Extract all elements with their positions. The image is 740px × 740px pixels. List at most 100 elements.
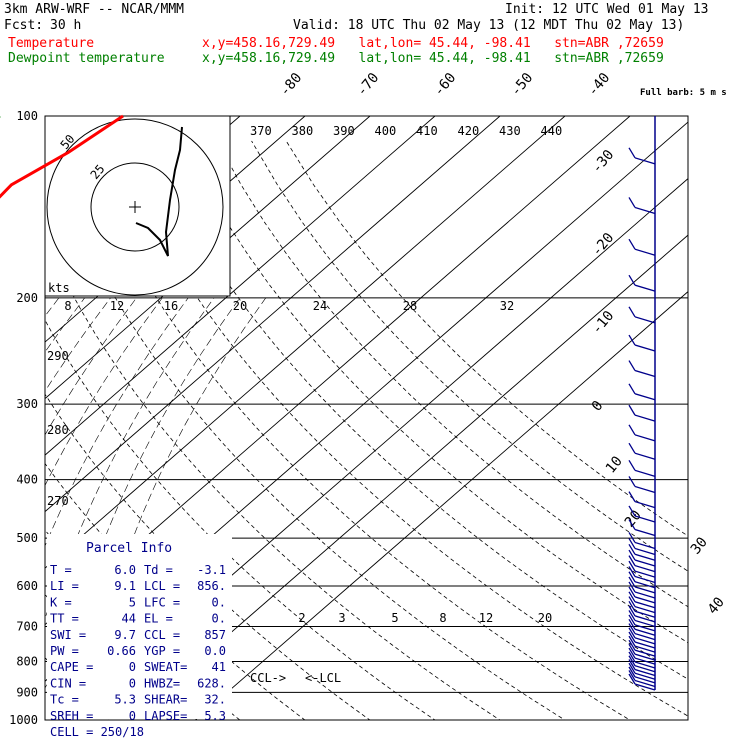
wind-barb [634,434,656,442]
temperature-location: x,y=458.16,729.49 lat,lon= 45.44, -98.41… [202,36,664,51]
model-title: 3km ARW-WRF -- NCAR/MMM [4,2,185,17]
wind-barb [634,641,656,649]
wind-barb [634,610,656,618]
wind-barb-flag [628,560,636,572]
wind-barb-flag [628,505,636,517]
wind-barb [634,591,656,599]
parcel-info-label: EL = [144,612,173,626]
parcel-info-value: 9.1 [114,579,136,593]
isotherm-label: -50 [508,70,537,100]
plot-frame [44,115,689,721]
wind-barb-flag [628,566,636,577]
pressure-label: 800 [16,654,38,668]
parcel-info-value: 0. [212,612,226,626]
wind-barb [634,676,656,684]
wind-barb [634,649,656,657]
wind-barb-flag [628,538,636,549]
isotherm-label: -80 [277,70,306,100]
theta-label: 440 [541,124,563,138]
wind-barb [634,575,656,584]
wind-barb-flag [628,631,636,643]
parcel-info-label: SWEAT= [144,660,187,674]
isotherm-label: -70 [354,70,383,100]
parcel-info-value: 44 [122,612,136,626]
pressure-label: 1000 [9,713,38,727]
wind-barb-flag [628,334,636,346]
parcel-info-value: 5 [129,595,136,609]
wind-barb [634,469,656,477]
forecast-hour: 30 h [50,18,82,33]
hodograph-speed-label: 28 [403,299,417,313]
pressure-label: 400 [16,473,38,487]
wind-barb [634,515,656,523]
parcel-info-value: 32. [204,693,226,707]
wind-barb [634,500,656,509]
mixing-ratio-label: 2 [298,611,305,625]
isotherm-label: 30 [688,534,711,557]
wind-barb [634,679,656,688]
isotherm-label: 0 [589,398,607,415]
isotherm-line [45,116,501,513]
parcel-info-label: LAPSE= [144,709,187,723]
wind-barb-flag [628,673,636,685]
wind-barb [634,661,656,669]
wind-barb-flag [628,383,636,395]
parcel-info-label: YGP = [144,644,180,658]
wind-barb [634,369,656,378]
dry-adiabat [147,140,688,680]
wind-barb [634,668,656,677]
parcel-info-label: HWBZ= [144,676,180,690]
isotherm-label: 40 [705,594,728,617]
init-time: Init: 12 UTC Wed 01 May 13 [505,2,709,17]
wind-barb-flag [628,635,636,647]
parcel-info-value: 5.3 [114,693,136,707]
hodograph-ring [90,162,180,252]
wind-barb-flag [628,424,636,436]
wind-barb-flag [628,274,636,286]
wind-barb [634,553,656,561]
parcel-info-value: 0 [129,676,136,690]
theta-side-label: 270 [47,494,69,508]
temperature-legend: Temperature [8,36,95,51]
theta-side-label: 280 [47,423,69,437]
dewpoint-legend: Dewpoint temperature [8,51,165,66]
wind-barb-flag [628,460,636,471]
ccl-label: CCL-> [250,671,286,685]
wind-barb-flag [628,549,636,561]
hodograph-kts-label: kts [48,281,70,295]
wind-barb [634,672,656,680]
wind-barb [634,624,656,632]
wind-barb [634,316,656,324]
wind-barb-flag [628,571,636,583]
wind-barb-flag [628,197,636,208]
hodograph-speed-label: 32 [500,299,514,313]
theta-label: 380 [292,124,314,138]
dry-adiabat [251,140,688,572]
parcel-info-label: T = [50,563,72,577]
wind-barb [634,393,656,401]
parcel-info-value: 0.66 [107,644,136,658]
parcel-info-title: Parcel Info [86,541,172,556]
wind-barb [634,570,656,578]
wind-barb-flag [628,643,636,655]
wind-barb-flag [628,600,636,612]
wind-barb-flag [628,651,636,663]
wind-barb-flag [628,591,636,603]
wind-barb-flag [628,670,636,681]
wind-barb-flag [628,614,636,626]
dry-adiabat [45,319,436,720]
moist-adiabat [45,297,189,547]
parcel-info-value: 41 [212,660,226,674]
hodograph-speed-label: 8 [64,299,71,313]
theta-label: 390 [333,124,355,138]
wind-barb-flag [628,639,636,651]
dry-adiabat [285,140,688,537]
wind-barb [634,452,656,460]
moist-adiabat [45,297,163,487]
wind-barb [634,565,656,573]
theta-label: 430 [499,124,521,138]
wind-barb-flag [628,543,636,555]
parcel-info-value: 0 [129,709,136,723]
pressure-label: 300 [16,397,38,411]
isotherm-line [45,116,371,400]
